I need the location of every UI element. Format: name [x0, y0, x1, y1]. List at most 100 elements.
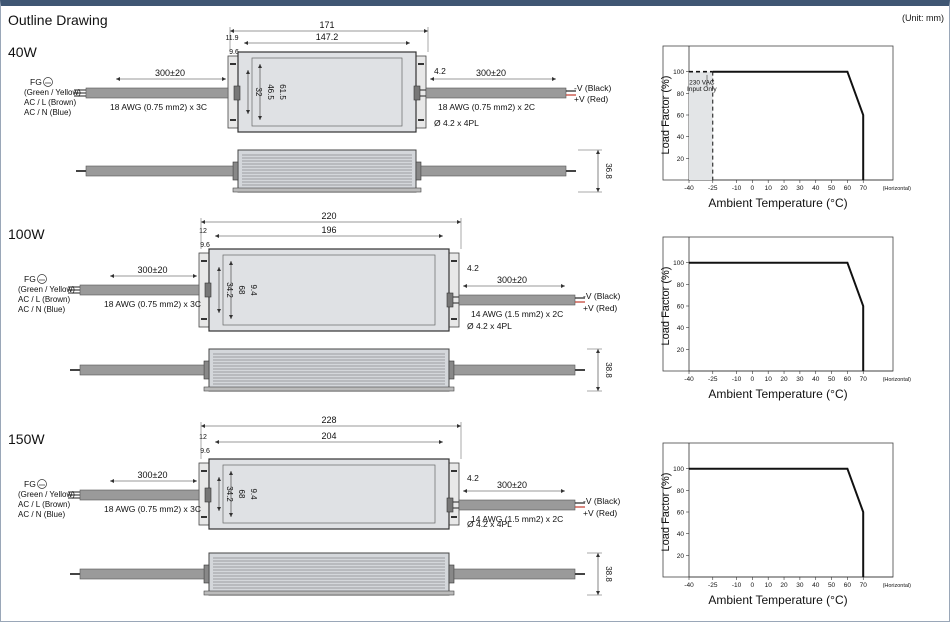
sec0-length-label: 171	[319, 20, 334, 30]
chart1-xtick-label: 10	[765, 376, 773, 383]
sec2-ac-wire-jacket	[79, 489, 200, 501]
sec1-ac-l-label: AC / L (Brown)	[18, 295, 70, 304]
chart0-xtick-label: 30	[796, 185, 804, 192]
chart2-ytick-label: 100	[673, 466, 684, 473]
sec0-ac-wire-label: 18 AWG (0.75 mm2) x 3C	[110, 102, 207, 112]
chart2-ylabel: Load Factor (%)	[660, 473, 672, 552]
sec2-side-dc-wire	[453, 568, 576, 580]
sec1-h3-label: 9.4	[249, 284, 258, 296]
sec0-h1-label: 32	[254, 88, 263, 97]
sec2-side-cap-left	[203, 564, 210, 584]
sec1-fg-label: FG	[24, 274, 36, 284]
sec2-tab-label: 4.2	[467, 473, 479, 483]
chart1-derating-curve	[689, 261, 865, 371]
sec1-housing	[208, 248, 450, 332]
sec1-end-b-label: 9.6	[200, 242, 210, 249]
sec0-housing-panel	[251, 57, 403, 127]
chart0-derating-curve	[712, 70, 865, 180]
chart0-xtick-label: 10	[765, 185, 773, 192]
sec2-end-b-label: 9.6	[200, 448, 210, 455]
sec2-h2-label: 68	[237, 490, 246, 499]
chart0-input-note-1: 230 VAC	[689, 80, 715, 87]
sec0-dc-wire-label: 18 AWG (0.75 mm2) x 2C	[438, 102, 535, 112]
sec1-dc-lead-label: 300±20	[497, 275, 527, 285]
chart2-xtick-label: 20	[780, 582, 788, 589]
sec0-ac-lead-label: 300±20	[155, 68, 185, 78]
chart0-input-note-2: Input Only	[687, 86, 717, 93]
sec0-side-ac-wire	[85, 165, 234, 177]
chart2-xtick-label: -10	[732, 582, 742, 589]
sec0-ground-icon	[43, 77, 53, 87]
sec0-pos-label: +V (Red)	[574, 94, 608, 104]
sec2-dc-wire-jacket	[458, 499, 576, 511]
sec2-ac-wire-label: 18 AWG (0.75 mm2) x 3C	[104, 504, 201, 514]
sec2-ac-n-label: AC / N (Blue)	[18, 510, 65, 519]
sec1-tab-right	[448, 252, 460, 328]
chart2-derating-curve	[689, 467, 865, 577]
sec2-ac-lead-label: 300±20	[138, 470, 168, 480]
page-title: Outline Drawing	[8, 12, 108, 28]
sec0-housing	[237, 51, 417, 133]
chart0-input-region	[689, 71, 713, 180]
sec2-side-cap-right	[448, 564, 455, 584]
sec2-fg-label: FG	[24, 479, 36, 489]
sec0-tab-label: 4.2	[434, 66, 446, 76]
section-label-150w: 150W	[8, 431, 45, 447]
sec1-ground-icon	[37, 274, 47, 284]
chart0-ytick-label: 80	[677, 91, 685, 98]
sec0-neg-label: -V (Black)	[574, 83, 611, 93]
sec2-h1-dim-arrows	[217, 477, 221, 511]
chart0-xtick-label: 60	[844, 185, 852, 192]
sec1-side-cap-right	[448, 360, 455, 380]
sec1-height-label: 38.8	[604, 362, 613, 378]
chart1-xtick-label: -40	[684, 376, 694, 383]
sec2-h3-label: 9.4	[249, 488, 258, 500]
sec1-gland-right	[446, 292, 454, 308]
chart0-horizontal-label: (Horizontal)	[883, 186, 912, 192]
sec2-h1-label: 34.2	[225, 486, 234, 502]
chart2-xtick-label: 60	[844, 582, 852, 589]
chart2-xlabel: Ambient Temperature (°C)	[708, 593, 847, 607]
chart2-xtick-label: 50	[828, 582, 836, 589]
chart1-frame	[662, 236, 894, 372]
sec0-h3-label: 61.5	[278, 84, 287, 100]
sec1-body-label: 196	[321, 225, 336, 235]
sec2-gland-right	[446, 497, 454, 513]
chart1-xtick-label: -10	[732, 376, 742, 383]
chart2-frame	[662, 442, 894, 578]
sec0-end-a-label: 11.9	[225, 35, 238, 42]
sec0-dc-wire-jacket	[425, 87, 567, 99]
chart1-ytick-label: 100	[673, 260, 684, 267]
chart2-xtick-label: 0	[751, 582, 755, 589]
sec1-ac-wire-label: 18 AWG (0.75 mm2) x 3C	[104, 299, 201, 309]
chart0-xtick-label: 20	[780, 185, 788, 192]
sec0-side-body	[237, 149, 417, 193]
sec1-pos-label: +V (Red)	[583, 303, 617, 313]
chart1-xtick-label: 30	[796, 376, 804, 383]
sec2-side-flange	[203, 590, 455, 596]
sec2-dc-wire-label: 14 AWG (1.5 mm2) x 2C	[471, 514, 563, 524]
chart0-ytick-label: 60	[677, 113, 685, 120]
sec0-ac-l-label: AC / L (Brown)	[24, 98, 76, 107]
sec1-dc-wire-jacket	[458, 294, 576, 306]
sec1-h1-label: 34.2	[225, 282, 234, 298]
sec1-side-dc-wire	[453, 364, 576, 376]
sec2-side-body	[208, 552, 450, 596]
chart1-ylabel: Load Factor (%)	[660, 267, 672, 346]
sec0-holes-label: Ø 4.2 x 4PL	[434, 118, 479, 128]
sec0-green-yellow-label: (Green / Yellow)	[24, 88, 81, 97]
sec2-mounting-slots	[201, 470, 457, 518]
sec2-height-label: 38.8	[604, 566, 613, 582]
sec0-ac-wire-jacket	[85, 87, 229, 99]
sec2-ac-l-label: AC / L (Brown)	[18, 500, 70, 509]
chart0-ytick-label: 20	[677, 156, 685, 163]
sec2-length-label: 228	[321, 415, 336, 425]
chart2-xtick-label: 30	[796, 582, 804, 589]
sec2-pos-label: +V (Red)	[583, 508, 617, 518]
sec1-ac-wire-jacket	[79, 284, 200, 296]
sec0-side-dc-wire	[420, 165, 567, 177]
sec1-ac-n-label: AC / N (Blue)	[18, 305, 65, 314]
sec1-side-ac-wire	[79, 364, 205, 376]
chart0-ylabel: Load Factor (%)	[660, 76, 672, 155]
